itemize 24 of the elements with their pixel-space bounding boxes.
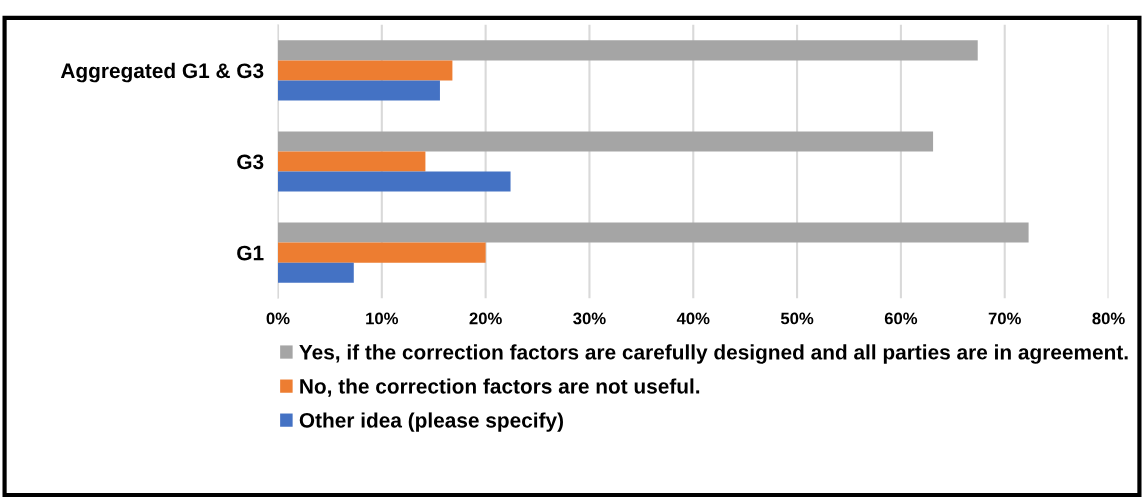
bar <box>277 222 1029 243</box>
bar <box>277 262 354 283</box>
bar <box>277 242 486 263</box>
x-tick-label: 40% <box>676 312 710 325</box>
bar <box>277 171 511 192</box>
x-tick-label: 0% <box>266 312 290 325</box>
x-tick-label: 30% <box>573 312 606 325</box>
y-tick-label: Aggregated G1 & G3 <box>60 62 264 83</box>
x-tick-label: 50% <box>780 312 814 325</box>
x-tick-label: 70% <box>988 312 1021 325</box>
legend-label: No, the correction factors are not useful. <box>300 378 700 397</box>
x-tick-label: 20% <box>469 312 502 325</box>
bar <box>277 40 978 61</box>
bar <box>277 60 453 81</box>
bar <box>277 151 426 172</box>
bar <box>277 80 440 101</box>
y-tick-label: G1 <box>237 245 264 261</box>
bar <box>277 131 934 152</box>
y-tick-label: G3 <box>237 154 264 170</box>
x-tick-label: 80% <box>1092 312 1125 325</box>
x-tick-label: 60% <box>884 312 918 325</box>
legend-label: Other idea (please specify) <box>299 412 563 432</box>
x-tick-label: 10% <box>366 312 399 325</box>
legend-label: Yes, if the correction factors are carefully designed and all parties are in agreement. <box>299 344 1128 364</box>
